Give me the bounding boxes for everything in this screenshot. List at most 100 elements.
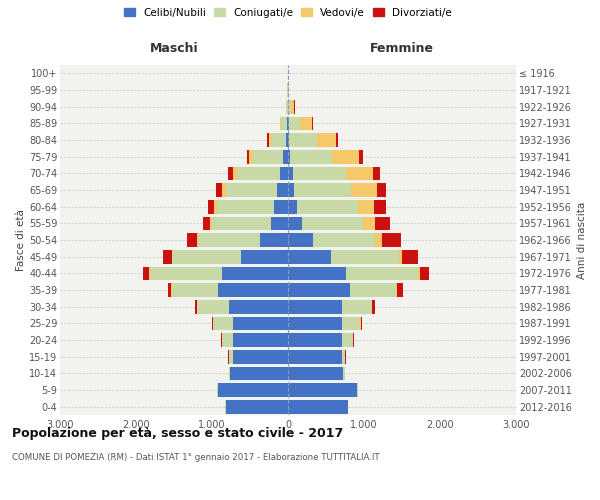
Bar (277, 183, 288, 197)
Bar (290, 100, 295, 114)
Bar (269, 133, 271, 147)
Bar (419, 266, 429, 280)
Bar (271, 133, 286, 147)
Bar (397, 283, 403, 297)
Bar (280, 166, 288, 180)
Bar (197, 300, 229, 314)
Bar (212, 216, 271, 230)
Text: Popolazione per età, sesso e stato civile - 2017: Popolazione per età, sesso e stato civil… (12, 428, 343, 440)
Bar (288, 300, 342, 314)
Bar (300, 116, 312, 130)
Bar (343, 366, 344, 380)
Bar (217, 383, 218, 397)
Bar (229, 366, 230, 380)
Bar (312, 116, 313, 130)
Bar (377, 183, 386, 197)
Bar (288, 250, 331, 264)
Bar (361, 316, 362, 330)
Bar (288, 133, 289, 147)
Bar (293, 166, 346, 180)
Bar (218, 383, 288, 397)
Bar (288, 350, 342, 364)
Bar (313, 233, 376, 247)
Bar (288, 333, 342, 347)
Bar (211, 216, 212, 230)
Bar (288, 183, 294, 197)
Bar (233, 166, 237, 180)
Bar (247, 150, 249, 164)
Bar (288, 366, 343, 380)
Bar (288, 400, 348, 413)
Bar (289, 133, 317, 147)
Bar (294, 183, 352, 197)
Bar (375, 216, 390, 230)
Bar (363, 216, 375, 230)
Bar (382, 233, 401, 247)
Bar (346, 266, 418, 280)
Bar (253, 150, 283, 164)
Bar (195, 300, 197, 314)
Bar (229, 300, 288, 314)
Bar (281, 116, 287, 130)
Y-axis label: Fasce di età: Fasce di età (16, 209, 26, 271)
Bar (372, 300, 375, 314)
Bar (213, 316, 233, 330)
Bar (233, 350, 288, 364)
Bar (288, 383, 357, 397)
Bar (289, 116, 300, 130)
Bar (208, 200, 214, 213)
Bar (342, 300, 371, 314)
Bar (373, 166, 380, 180)
Bar (187, 233, 197, 247)
Bar (222, 266, 288, 280)
Text: Maschi: Maschi (149, 42, 199, 55)
Bar (199, 233, 260, 247)
Bar (288, 200, 297, 213)
Bar (249, 150, 253, 164)
Bar (342, 316, 360, 330)
Bar (396, 283, 397, 297)
Bar (283, 150, 288, 164)
Bar (288, 233, 313, 247)
Bar (376, 233, 382, 247)
Bar (357, 383, 358, 397)
Bar (214, 200, 217, 213)
Bar (418, 266, 419, 280)
Bar (233, 333, 288, 347)
Bar (217, 200, 274, 213)
Bar (350, 283, 396, 297)
Bar (288, 166, 293, 180)
Bar (342, 333, 353, 347)
Bar (222, 183, 226, 197)
Legend: Celibi/Nubili, Coniugati/e, Vedovi/e, Divorziati/e: Celibi/Nubili, Coniugati/e, Vedovi/e, Di… (124, 8, 452, 18)
Bar (237, 166, 280, 180)
Bar (203, 216, 211, 230)
Bar (226, 400, 288, 413)
Bar (289, 100, 290, 114)
Bar (346, 166, 373, 180)
Bar (274, 200, 288, 213)
Bar (260, 233, 288, 247)
Bar (290, 150, 332, 164)
Bar (229, 166, 233, 180)
Bar (143, 266, 149, 280)
Bar (317, 133, 336, 147)
Bar (399, 250, 403, 264)
Bar (149, 266, 222, 280)
Bar (229, 350, 233, 364)
Bar (287, 116, 288, 130)
Bar (222, 333, 233, 347)
Bar (268, 133, 269, 147)
Bar (331, 250, 399, 264)
Bar (288, 116, 289, 130)
Bar (288, 283, 350, 297)
Bar (226, 183, 277, 197)
Bar (302, 216, 363, 230)
Bar (342, 350, 346, 364)
Bar (352, 183, 377, 197)
Bar (167, 283, 172, 297)
Bar (359, 150, 363, 164)
Bar (280, 116, 281, 130)
Text: COMUNE DI POMEZIA (RM) - Dati ISTAT 1° gennaio 2017 - Elaborazione TUTTITALIA.IT: COMUNE DI POMEZIA (RM) - Dati ISTAT 1° g… (12, 452, 380, 462)
Bar (233, 316, 288, 330)
